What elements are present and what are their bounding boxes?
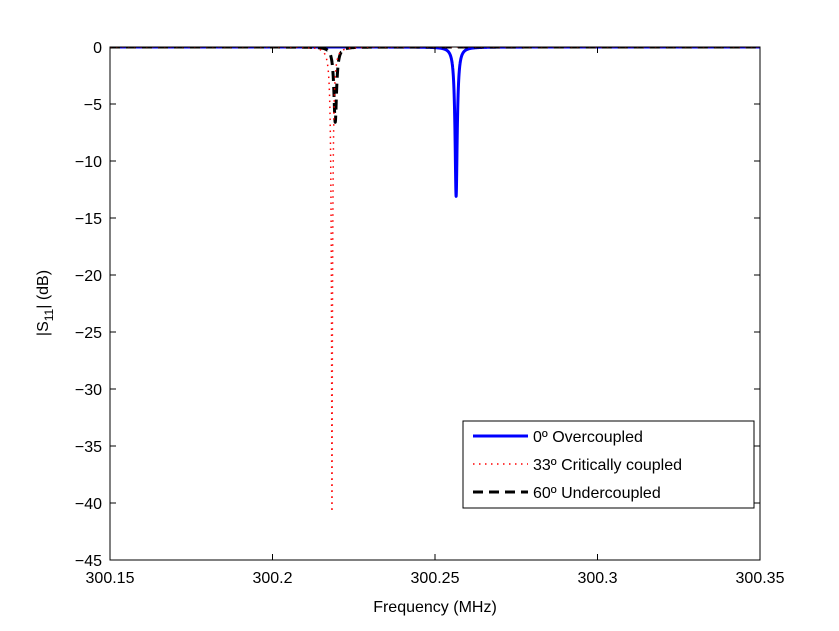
x-tick-label: 300.15 <box>86 570 135 587</box>
x-tick-label: 300.3 <box>577 570 617 587</box>
y-tick-label: −25 <box>75 325 102 342</box>
y-tick-label: −35 <box>75 439 102 456</box>
y-tick-label: −20 <box>75 268 102 285</box>
y-tick-label: 0 <box>93 40 102 57</box>
y-tick-label: −40 <box>75 496 102 513</box>
y-tick-label: −15 <box>75 211 102 228</box>
y-tick-label: −45 <box>75 553 102 570</box>
plot-frame <box>109 46 761 561</box>
x-tick-label: 300.2 <box>252 570 292 587</box>
legend-entry: 60º Undercoupled <box>473 485 661 502</box>
y-tick-label: −30 <box>75 382 102 399</box>
legend-entry: 33º Critically coupled <box>473 457 682 474</box>
y-tick-label: −10 <box>75 154 102 171</box>
legend-entry: 0º Overcoupled <box>473 429 643 446</box>
y-axis-title: |S11| (dB) <box>35 270 56 336</box>
legend-label: 33º Critically coupled <box>533 457 682 474</box>
y-axis-title-pre: |S <box>35 321 52 336</box>
x-tick-label: 300.35 <box>736 570 785 587</box>
y-axis-title-sub: 11 <box>42 308 56 321</box>
legend-label: 0º Overcoupled <box>533 429 643 446</box>
y-axis-title-post: | (dB) <box>35 270 52 309</box>
x-axis-title: Frequency (MHz) <box>373 599 497 616</box>
y-tick-label: −5 <box>84 97 102 114</box>
x-tick-label: 300.25 <box>411 570 460 587</box>
legend: 0º Overcoupled 33º Critically coupled 60… <box>462 420 755 509</box>
tick-layer: 300.15 300.2 300.25 300.3 300.35 0 −5 −10 −15 −20… <box>75 40 785 587</box>
legend-label: 60º Undercoupled <box>533 485 661 502</box>
